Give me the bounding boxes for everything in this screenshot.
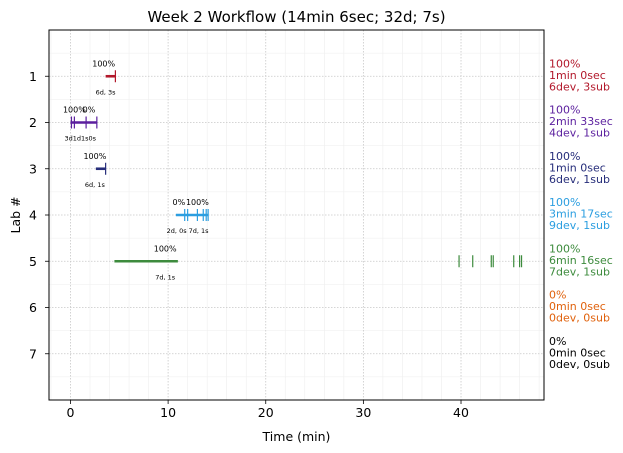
y-tick-label: 3 [29, 161, 37, 176]
lab-5-summary-line: 100% [549, 242, 580, 255]
y-tick-label: 1 [29, 69, 37, 84]
lab-4-summary-line: 9dev, 1sub [549, 219, 610, 232]
lab-2-detail-label: 3d1d1s0s [64, 135, 96, 143]
lab-5-detail-label: 7d, 1s [155, 273, 176, 281]
major-grid [49, 30, 544, 400]
lab-2-summary-line: 100% [549, 104, 580, 117]
lab-4-detail-label: 2d, 0s 7d, 1s [167, 227, 210, 235]
lab-4-summary-line: 3min 17sec [549, 208, 613, 221]
lab-1-summary-line: 6dev, 3sub [549, 80, 610, 93]
lab-4-pct-label: 0% [173, 198, 186, 207]
lab-3-summary-line: 100% [549, 150, 580, 163]
x-tick-label: 20 [258, 405, 274, 420]
lab-7-summary-line: 0% [549, 335, 566, 348]
lab-2-pct-label: 0% [83, 106, 96, 115]
y-tick-label: 4 [29, 208, 37, 223]
y-tick-label: 6 [29, 300, 37, 315]
axis-ticks: 0 10 20 30 40 1 2 3 4 5 6 7 [29, 69, 469, 420]
lab-5-summary-line: 6min 16sec [549, 254, 613, 267]
lab-1-pct-label: 100% [92, 59, 115, 68]
lab-3-detail-label: 6d, 1s [85, 181, 106, 189]
lab-1-detail-label: 6d, 3s [96, 88, 117, 96]
lab-6-summary-line: 0min 0sec [549, 300, 606, 313]
lab-1-summary-line: 100% [549, 57, 580, 70]
lab-5-summary-line: 7dev, 1sub [549, 265, 610, 278]
lab-6-summary-line: 0dev, 0sub [549, 312, 610, 325]
lab-2-pct-label: 100% [63, 106, 86, 115]
y-tick-label: 2 [29, 115, 37, 130]
x-tick-label: 10 [160, 405, 176, 420]
lab-4-pct-label: 100% [186, 198, 209, 207]
lab-4-summary-line: 100% [549, 196, 580, 209]
lab-3-summary-line: 1min 0sec [549, 161, 606, 174]
x-tick-label: 0 [67, 405, 75, 420]
y-tick-label: 5 [29, 254, 37, 269]
lab-7-summary-line: 0dev, 0sub [549, 358, 610, 371]
chart-title: Week 2 Workflow (14min 6sec; 32d; 7s) [147, 8, 445, 26]
lab-2-summary-line: 4dev, 1sub [549, 127, 610, 140]
x-tick-label: 30 [355, 405, 371, 420]
lab-3-summary-line: 6dev, 1sub [549, 173, 610, 186]
y-axis-label: Lab # [8, 196, 23, 233]
lab-2-summary-line: 2min 33sec [549, 115, 613, 128]
lab-5-pct-label: 100% [154, 244, 177, 253]
x-tick-label: 40 [453, 405, 469, 420]
lab-3-pct-label: 100% [83, 152, 106, 161]
y-tick-label: 7 [29, 346, 37, 361]
lab-1-summary-line: 1min 0sec [549, 69, 606, 82]
lab-7-summary-line: 0min 0sec [549, 346, 606, 359]
lab-6-summary-line: 0% [549, 289, 566, 302]
x-axis-label: Time (min) [262, 429, 331, 444]
